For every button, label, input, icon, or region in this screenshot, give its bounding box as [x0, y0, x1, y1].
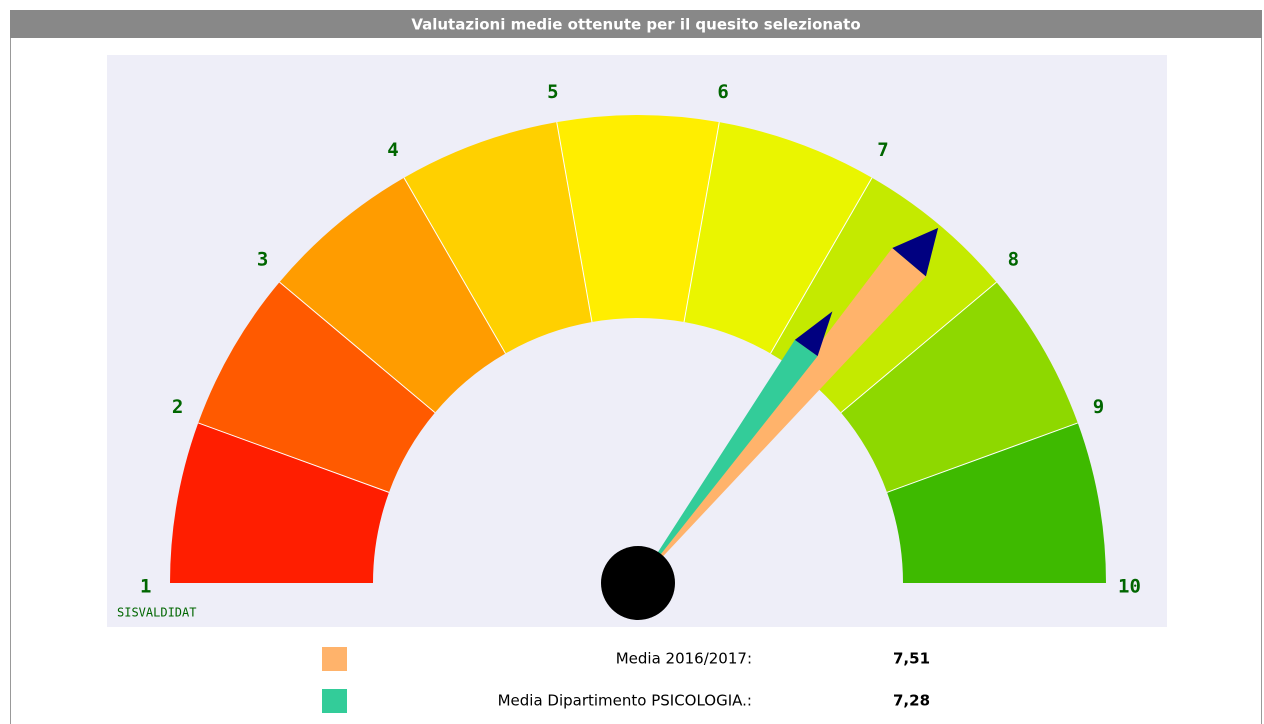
legend-value: 7,28: [893, 692, 930, 710]
tick-label: 5: [547, 81, 558, 103]
tick-line: [556, 122, 593, 323]
tick-line: [683, 122, 720, 323]
tick-label: 4: [387, 139, 398, 161]
tick-line: [198, 422, 390, 493]
gauge-band: [198, 282, 435, 493]
gauge-band: [170, 422, 389, 583]
tick-label: 8: [1008, 249, 1019, 271]
legend-value: 7,51: [893, 650, 930, 668]
tick-label: 2: [172, 396, 183, 418]
legend-label: Media 2016/2017:: [616, 650, 752, 668]
needle-tip: [794, 311, 833, 357]
legend-swatch: [322, 647, 347, 671]
tick-line: [840, 281, 997, 414]
legend-swatch: [322, 689, 347, 713]
tick-line: [770, 177, 873, 354]
tick-line: [403, 177, 506, 354]
needle-hub: [601, 546, 675, 620]
chart-title: Valutazioni medie ottenute per il quesit…: [411, 16, 860, 34]
gauge-band: [684, 122, 872, 354]
gauge-band: [841, 282, 1078, 493]
gauge-band: [556, 115, 720, 323]
tick-label: 1: [140, 576, 151, 598]
tick-line: [886, 422, 1078, 493]
gauge-band: [887, 422, 1106, 583]
tick-label: 7: [877, 139, 888, 161]
legend-label: Media Dipartimento PSICOLOGIA.:: [498, 692, 752, 710]
tick-label: 3: [257, 249, 268, 271]
tick-line: [279, 281, 436, 414]
header-bar: [10, 10, 1262, 38]
needle: [638, 339, 818, 583]
needle: [638, 248, 926, 583]
gauge-band: [279, 177, 506, 413]
tick-label: 9: [1093, 396, 1104, 418]
tick-label: 6: [717, 81, 728, 103]
gauge-band: [404, 122, 592, 354]
watermark: SISVALDIDAT: [117, 606, 196, 620]
needle-tip: [892, 227, 939, 277]
tick-label: 10: [1118, 576, 1141, 598]
